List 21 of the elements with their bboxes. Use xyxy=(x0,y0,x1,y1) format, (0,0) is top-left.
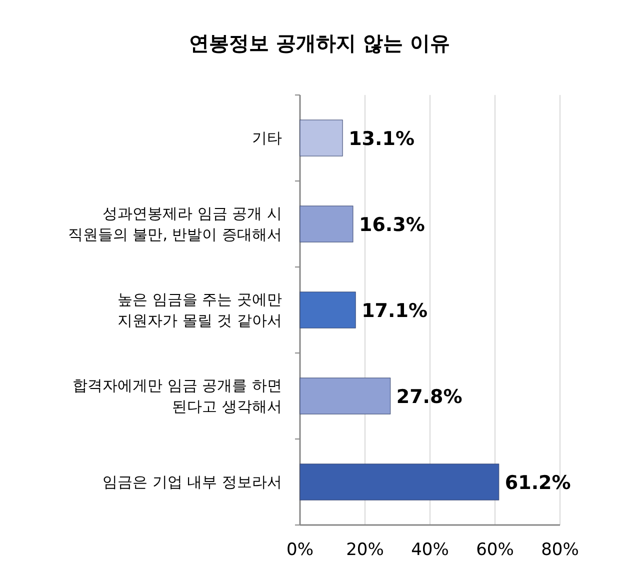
bar xyxy=(300,206,354,242)
chart-title: 연봉정보 공개하지 않는 이유 xyxy=(189,31,450,55)
x-tick-label: 40% xyxy=(411,540,449,560)
data-label: 16.3% xyxy=(358,214,425,236)
bar xyxy=(300,464,500,500)
x-tick-label: 20% xyxy=(346,540,384,560)
y-tick-label: 임금은 기업 내부 정보라서 xyxy=(102,473,282,491)
data-label: 17.1% xyxy=(362,300,428,322)
bar xyxy=(300,292,356,328)
data-label: 27.8% xyxy=(396,386,462,408)
data-label: 13.1% xyxy=(348,128,414,150)
y-tick-label: 성과연봉제라 임금 공개 시 직원들의 불만, 반발이 증대해서 xyxy=(68,204,282,244)
x-tick-label: 80% xyxy=(541,540,579,560)
bar xyxy=(300,378,391,414)
data-label: 61.2% xyxy=(504,472,571,494)
x-tick-label: 60% xyxy=(476,540,514,560)
y-tick-label: 높은 임금을 주는 곳에만 지원자가 몰릴 것 같아서 xyxy=(118,290,282,330)
bar xyxy=(300,120,343,156)
y-tick-label: 기타 xyxy=(252,129,282,147)
x-tick-label: 0% xyxy=(286,540,314,560)
y-tick-label: 합격자에게만 임금 공개를 하면 된다고 생각해서 xyxy=(72,376,282,416)
